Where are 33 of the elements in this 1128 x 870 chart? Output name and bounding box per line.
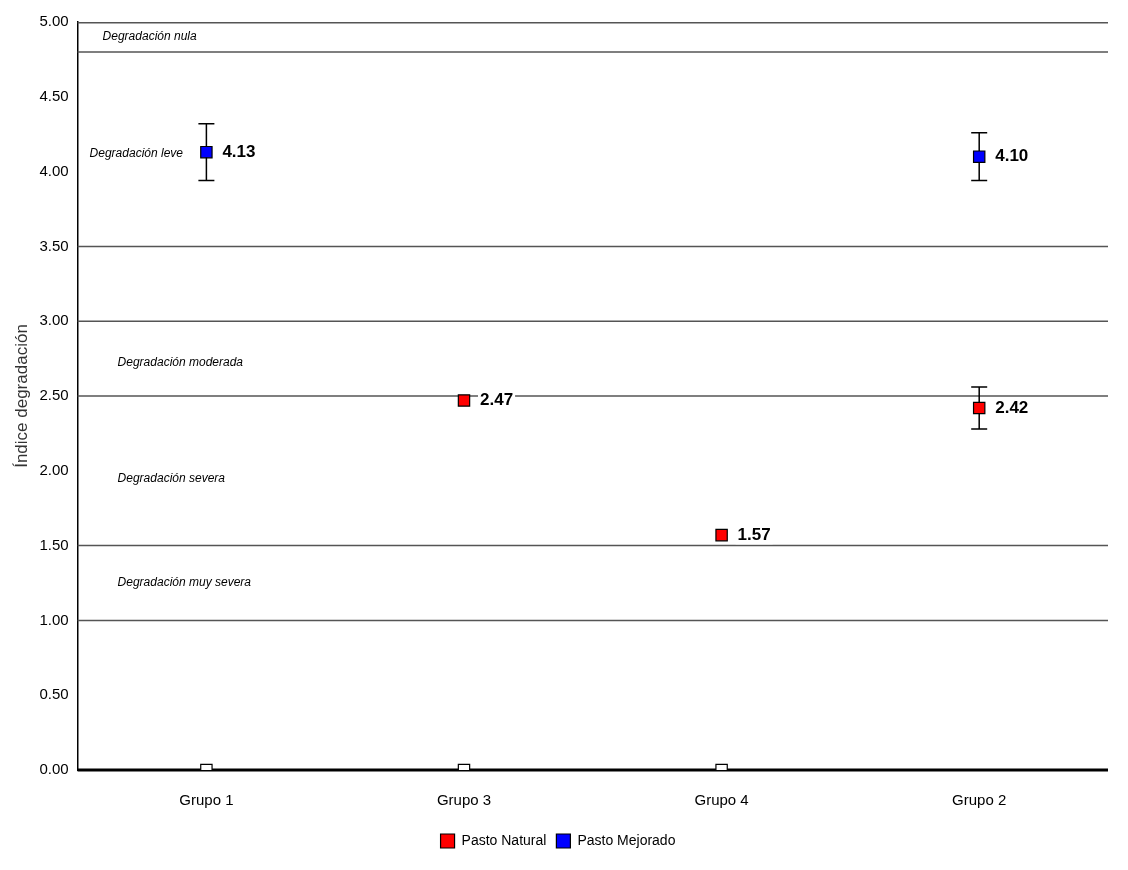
data-label: 4.10: [995, 146, 1029, 166]
legend-label: Pasto Mejorado: [577, 831, 676, 848]
data-label: 2.42: [995, 397, 1029, 417]
y-tick-label: 2.00: [39, 460, 69, 478]
point: [715, 528, 728, 542]
annotation: Degradación severa: [117, 470, 226, 485]
y-tick-label: 3.50: [39, 236, 69, 254]
data-label: 4.13: [222, 141, 256, 161]
y-tick-label: 1.00: [39, 610, 69, 628]
x-tick-label: Grupo 4: [694, 791, 749, 809]
y-tick-label: 0.00: [39, 760, 69, 778]
y-tick-label: 4.00: [39, 161, 69, 179]
y-tick-label: 3.00: [39, 311, 69, 329]
y-tick-label: 5.00: [39, 12, 69, 30]
y-tick-label: 4.50: [39, 86, 69, 104]
annotation: Degradación muy severa: [117, 575, 252, 590]
y-tick-label: 0.50: [39, 685, 69, 703]
data-label: 1.57: [737, 524, 771, 544]
point: [457, 394, 471, 407]
point: [200, 145, 213, 159]
point: [972, 150, 986, 163]
annotation: Degradación nula: [102, 29, 197, 44]
x-tick-label: Grupo 3: [436, 791, 492, 809]
legend-label: Pasto Natural: [461, 831, 547, 848]
y-tick-label: 2.50: [39, 386, 69, 404]
y-axis-title: Índice degradación: [11, 324, 31, 468]
x-tick-label: Grupo 1: [179, 791, 234, 809]
x-tick-label: Grupo 2: [952, 791, 1007, 809]
annotation: Degradación leve: [89, 145, 184, 160]
y-tick-label: 1.50: [39, 535, 69, 553]
point: [972, 401, 986, 415]
data-label: 2.47: [480, 390, 514, 410]
annotation: Degradación moderada: [117, 355, 244, 370]
